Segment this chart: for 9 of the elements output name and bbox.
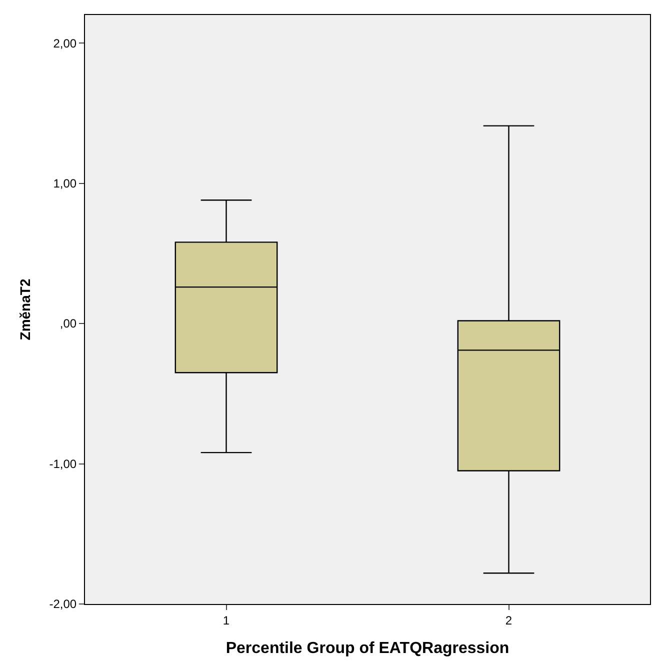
y-tick-label: -1,00 xyxy=(49,456,77,471)
y-axis-title: ZměnaT2 xyxy=(16,278,33,340)
x-axis-title: Percentile Group of EATQRagression xyxy=(226,640,510,658)
x-tick-label: 2 xyxy=(505,613,512,628)
y-tick-label: -2,00 xyxy=(49,597,77,612)
y-tick-label: ,00 xyxy=(60,316,77,331)
y-tick-label: 1,00 xyxy=(53,176,77,190)
x-tick-label: 1 xyxy=(222,613,230,628)
y-tick-label: 2,00 xyxy=(53,36,77,50)
